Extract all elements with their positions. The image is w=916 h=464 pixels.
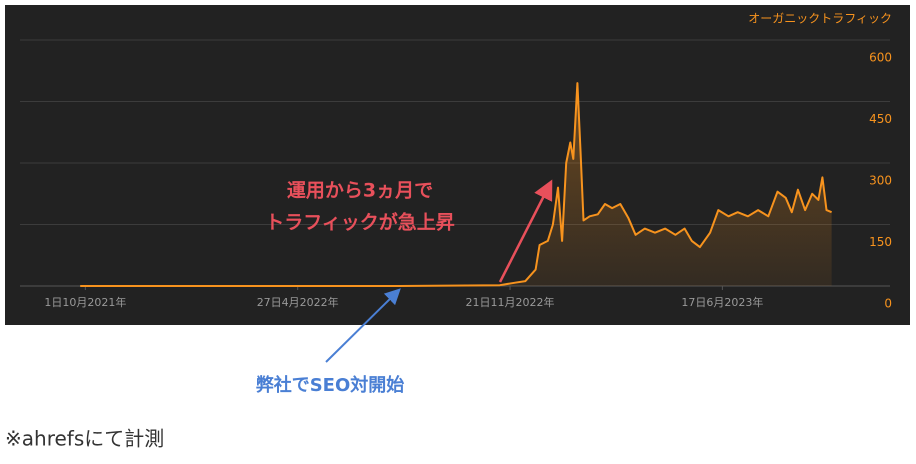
annotation-arrow bbox=[498, 179, 553, 283]
legend-entry: オーガニックトラフィック bbox=[748, 12, 892, 26]
y-tick-label: 450 bbox=[869, 112, 892, 126]
x-tick-label: 27日4月2022年 bbox=[257, 295, 339, 309]
annotation: トラフィックが急上昇 bbox=[265, 211, 455, 234]
annotation: 弊社でSEO対開始 bbox=[256, 374, 405, 396]
annotation-arrow bbox=[325, 288, 401, 363]
y-tick-label: 600 bbox=[869, 51, 892, 65]
annotation: 運用から3ヵ月で bbox=[287, 180, 433, 202]
y-tick-label: 300 bbox=[869, 174, 892, 188]
line bbox=[80, 82, 832, 287]
x-tick-label: 17日6月2023年 bbox=[681, 295, 763, 309]
footnote: ※ahrefsにて計測 bbox=[5, 427, 164, 451]
x-tick-label: 21日11月2022年 bbox=[466, 295, 555, 309]
y-tick-label: 0 bbox=[884, 297, 892, 311]
y-tick-label: 150 bbox=[869, 235, 892, 249]
area bbox=[80, 83, 832, 286]
plot: 0 150 300 450 600 1日10月2021年 27日4月2022年 21日11月2… bbox=[20, 39, 892, 311]
x-tick-label: 1日10月2021年 bbox=[44, 295, 126, 309]
